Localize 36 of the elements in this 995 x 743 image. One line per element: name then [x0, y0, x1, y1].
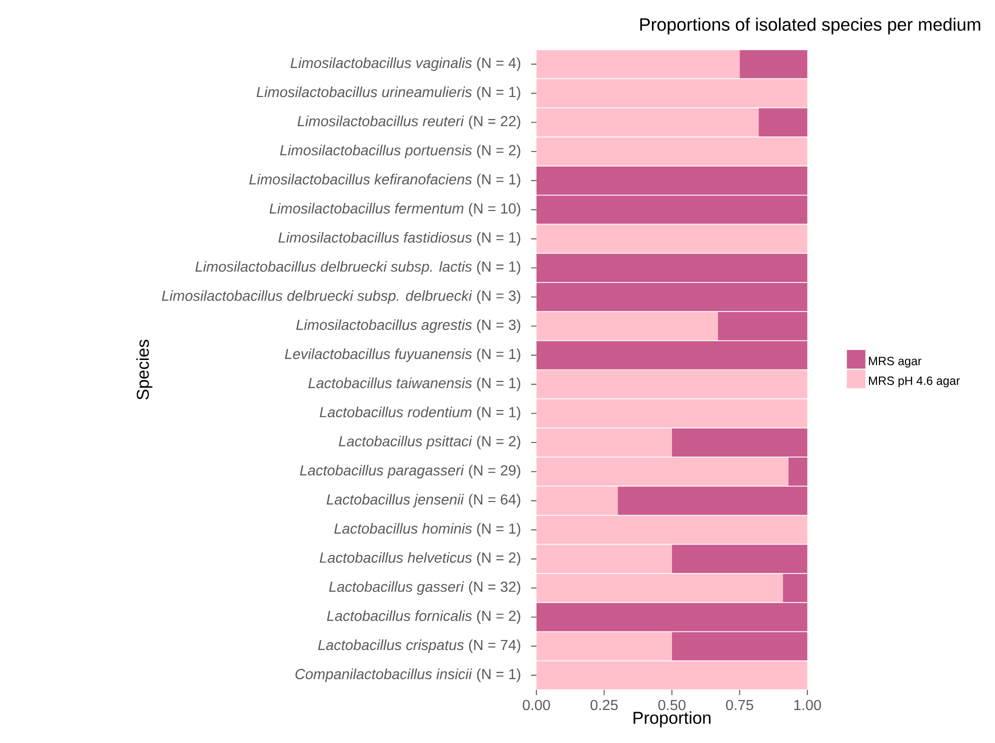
y-tick-label: Levilactobacillus fuyuanensis (N = 1)	[284, 348, 520, 362]
y-tick-label: Limosilactobacillus urineamulieris (N = 1)	[256, 86, 520, 100]
x-tick-label: 1.00	[794, 700, 821, 710]
x-tick-label: 0.75	[726, 700, 754, 710]
y-tick-label: Companilactobacillus insicii (N = 1)	[295, 668, 520, 682]
y-tick-label: Limosilactobacillus agrestis (N = 3)	[296, 319, 520, 333]
y-tick-label: Limosilactobacillus reuteri (N = 22)	[298, 115, 520, 129]
y-tick-label: Lactobacillus rodentium (N = 1)	[320, 406, 520, 420]
y-tick-label: Lactobacillus crispatus (N = 74)	[318, 639, 520, 653]
y-tick-label: Limosilactobacillus delbruecki subsp. lactis (N = 1)	[195, 260, 520, 274]
y-tick-label: Lactobacillus paragasseri (N = 29)	[300, 464, 520, 478]
bar	[536, 224, 808, 253]
chart-title: Proportions of isolated species per medium	[640, 17, 980, 34]
legend-label: MRS pH 4.6 agar	[869, 376, 960, 388]
y-tick-label: Limosilactobacillus fastidiosus (N = 1)	[278, 232, 520, 246]
y-tick-label: Limosilactobacillus fermentum (N = 10)	[270, 202, 520, 216]
y-tick-label: Lactobacillus helveticus (N = 2)	[320, 552, 520, 566]
y-tick-label: Limosilactobacillus kefiranofaciens (N = 1)	[249, 174, 520, 188]
y-tick-label: Limosilactobacillus delbruecki subsp. delbruecki (N = 3)	[162, 290, 520, 304]
x-tick-label: 0.00	[522, 700, 550, 710]
x-tick-label: 0.50	[658, 700, 686, 710]
x-axis-title: Proportion	[634, 711, 710, 728]
y-tick-label: Lactobacillus gasseri (N = 32)	[329, 581, 520, 595]
y-tick-label: Limosilactobacillus vaginalis (N = 4)	[290, 57, 520, 71]
bar	[740, 50, 808, 78]
y-axis-title: Species	[136, 340, 152, 400]
y-tick-label: Lactobacillus fornicalis (N = 2)	[327, 610, 520, 624]
bar	[536, 312, 718, 340]
y-tick-label: Lactobacillus hominis (N = 1)	[334, 522, 520, 536]
y-tick-label: Limosilactobacillus portuensis (N = 2)	[280, 144, 520, 158]
y-tick-label: Lactobacillus jensenii (N = 64)	[326, 494, 520, 508]
y-tick-label: Lactobacillus taiwanensis (N = 1)	[308, 377, 520, 391]
y-tick-label: Lactobacillus psittaci (N = 2)	[338, 436, 520, 450]
x-tick-label: 0.25	[590, 700, 618, 710]
legend-label: MRS agar	[869, 356, 922, 368]
bar	[758, 108, 808, 136]
